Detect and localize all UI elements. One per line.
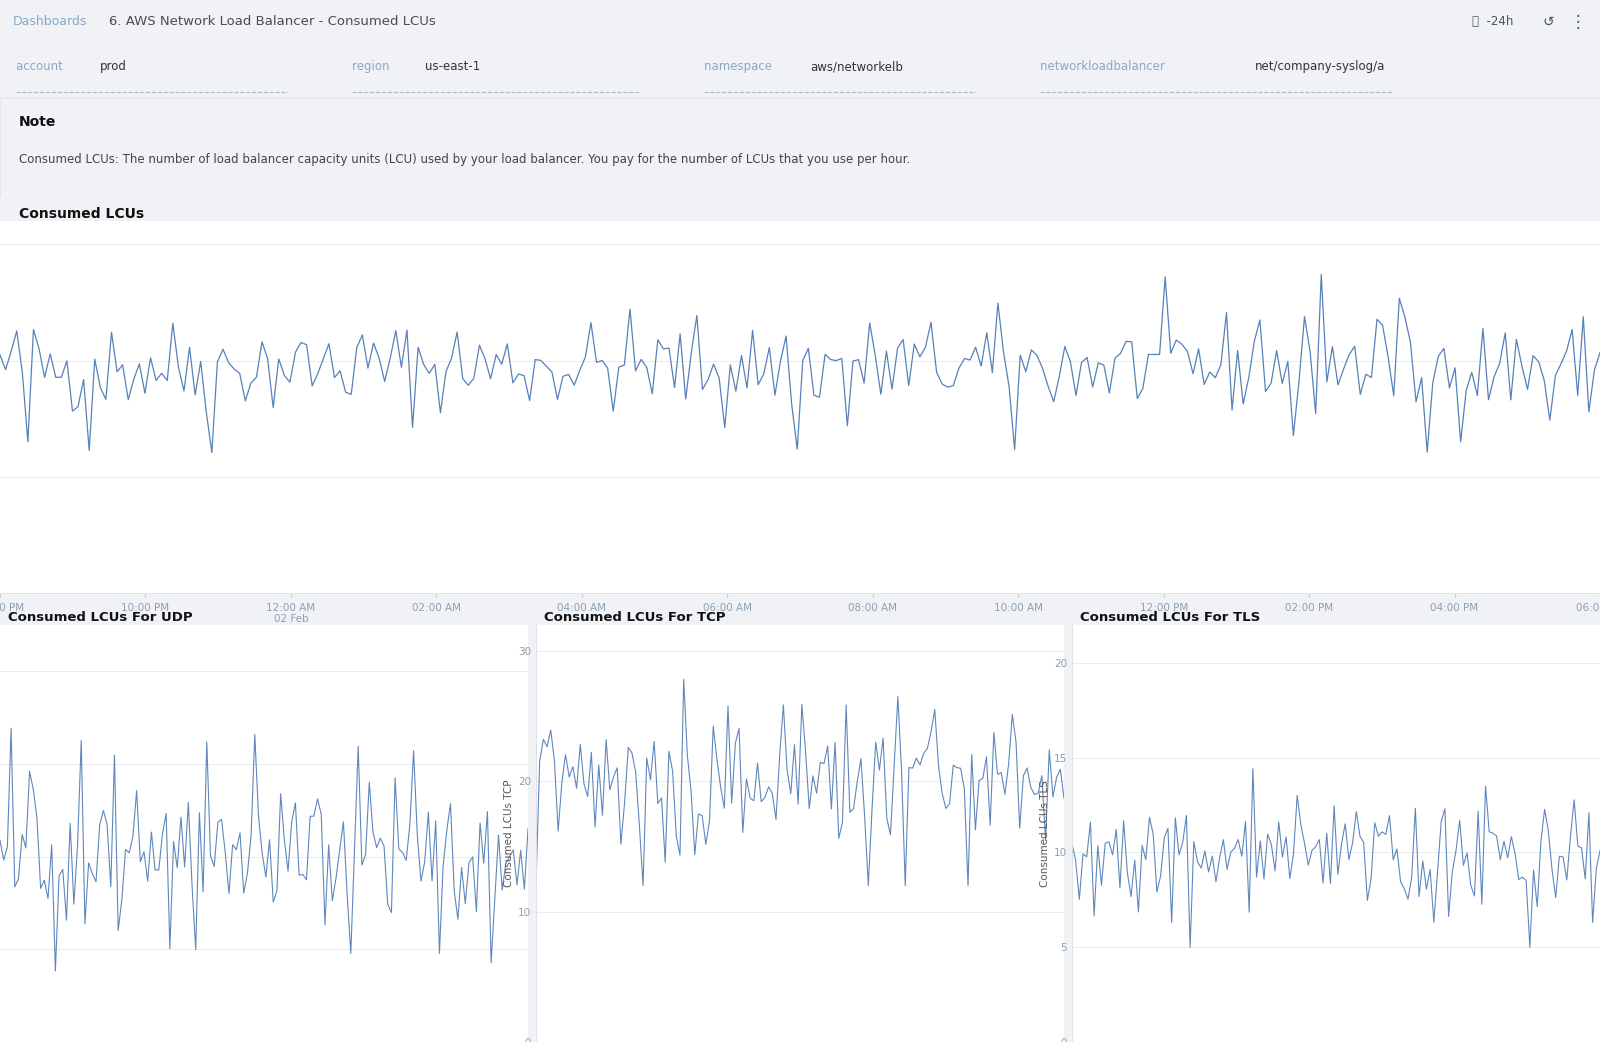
Text: 6. AWS Network Load Balancer - Consumed LCUs: 6. AWS Network Load Balancer - Consumed …: [109, 16, 435, 28]
Text: Consumed LCUs For TCP: Consumed LCUs For TCP: [544, 611, 725, 623]
Text: ↺: ↺: [1542, 15, 1554, 29]
Y-axis label: Consumed LCUs TLS: Consumed LCUs TLS: [1040, 780, 1050, 887]
Text: Consumed LCUs For TLS: Consumed LCUs For TLS: [1080, 611, 1261, 623]
Text: networkloadbalancer: networkloadbalancer: [1040, 60, 1168, 73]
Text: Consumed LCUs: The number of load balancer capacity units (LCU) used by your loa: Consumed LCUs: The number of load balanc…: [19, 153, 910, 166]
Text: account: account: [16, 60, 67, 73]
Text: Consumed LCUs: Consumed LCUs: [19, 206, 144, 221]
Legend: net/company-syslog/abcd6749ccac1456: net/company-syslog/abcd6749ccac1456: [6, 669, 283, 692]
Text: us-east-1: us-east-1: [426, 60, 480, 73]
Y-axis label: Consumed LCUs TCP: Consumed LCUs TCP: [504, 779, 514, 887]
Text: aws/networkelb: aws/networkelb: [810, 60, 902, 73]
Text: net/company-syslog/a: net/company-syslog/a: [1254, 60, 1386, 73]
Text: ⧖  -24h: ⧖ -24h: [1472, 16, 1514, 28]
Text: ⋮: ⋮: [1570, 13, 1586, 31]
Text: namespace: namespace: [704, 60, 776, 73]
Text: Dashboards: Dashboards: [13, 16, 86, 28]
Text: Consumed LCUs For UDP: Consumed LCUs For UDP: [8, 611, 192, 623]
Text: prod: prod: [101, 60, 126, 73]
Text: Note: Note: [19, 115, 56, 129]
Text: region: region: [352, 60, 394, 73]
